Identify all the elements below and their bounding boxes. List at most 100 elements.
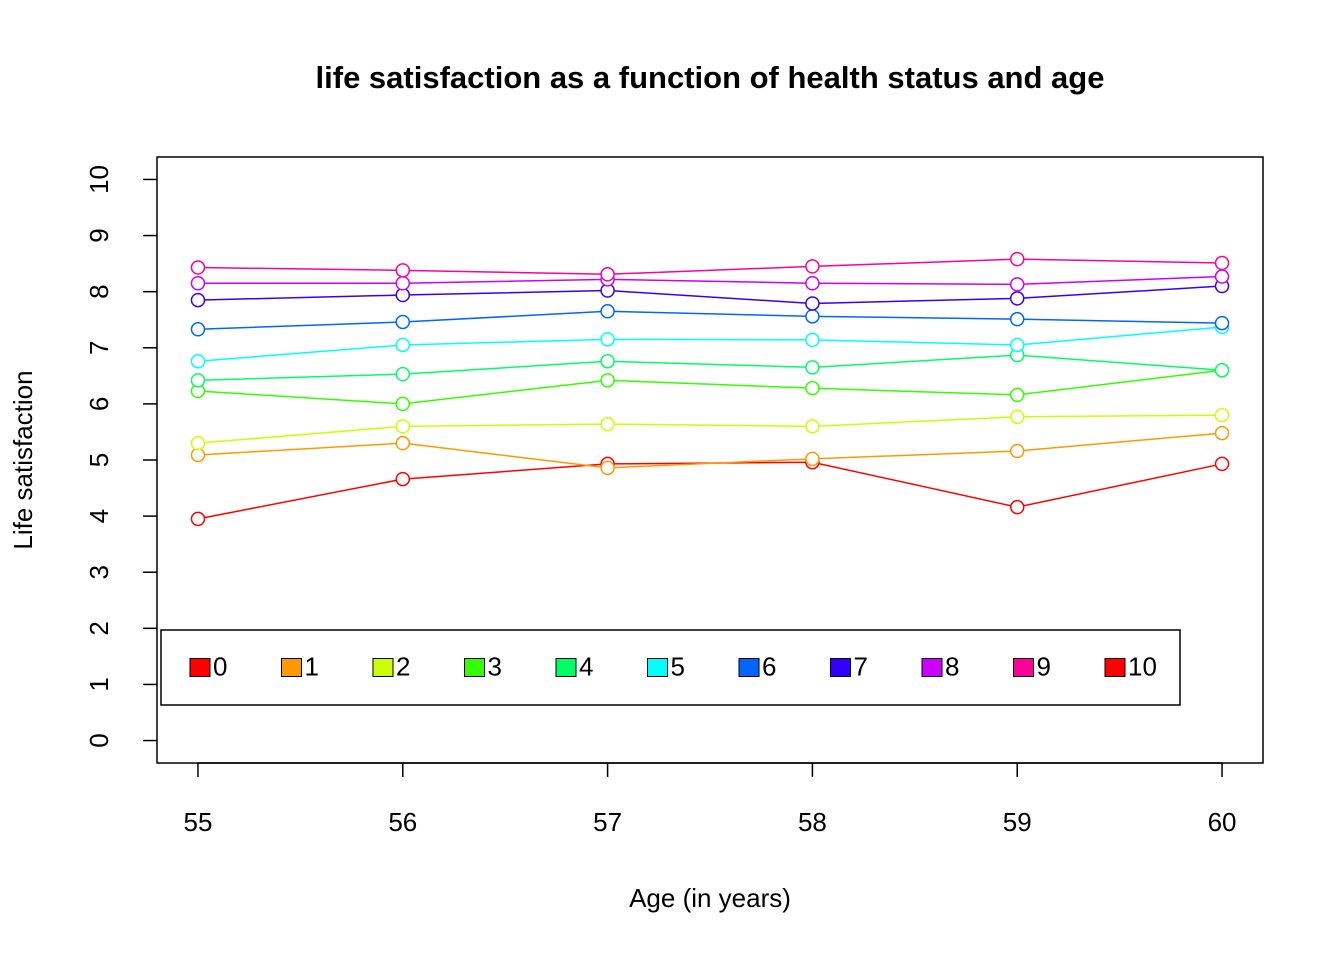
data-point [1009, 499, 1025, 515]
data-point [190, 353, 206, 369]
data-point [1214, 362, 1230, 378]
legend-swatch [372, 658, 394, 677]
data-point [395, 263, 411, 278]
legend-swatch [1104, 658, 1126, 677]
data-point [1214, 255, 1230, 271]
y-tick-label: 2 [84, 621, 114, 635]
y-tick-label: 6 [84, 397, 114, 411]
data-point [1009, 251, 1025, 267]
data-point [1214, 315, 1230, 331]
data-point [395, 435, 411, 451]
y-tick-label: 4 [84, 509, 114, 523]
legend-swatch [189, 658, 211, 677]
series-line [197, 285, 1223, 305]
legend-swatch [647, 658, 668, 677]
legend-box [160, 629, 1181, 706]
x-tick-label: 60 [1208, 807, 1237, 837]
series-line [197, 326, 1223, 362]
series-line [197, 369, 1223, 405]
y-tick-label: 1 [84, 677, 114, 691]
series-line [197, 310, 1223, 331]
series-line [197, 258, 1223, 276]
legend-swatch [1013, 658, 1034, 677]
data-point [190, 511, 206, 527]
legend-label: 4 [579, 651, 593, 681]
series-line [197, 432, 1223, 469]
data-point [190, 435, 206, 451]
data-point [395, 337, 411, 353]
y-axis-label: Life satisfaction [8, 370, 38, 549]
data-point [190, 373, 206, 388]
legend-label: 0 [213, 651, 227, 681]
data-point [805, 259, 820, 274]
data-point [1214, 269, 1230, 284]
series-line [197, 414, 1223, 444]
data-point [395, 419, 411, 434]
x-tick-label: 59 [1003, 807, 1032, 837]
data-point [600, 267, 615, 282]
data-point [1009, 443, 1025, 459]
legend-label: 6 [762, 651, 776, 681]
legend-label: 7 [854, 651, 868, 681]
data-point [190, 322, 206, 337]
data-point [395, 276, 411, 291]
legend-label: 1 [305, 651, 319, 681]
data-point [1214, 456, 1230, 472]
legend-swatch [830, 658, 851, 677]
legend-label: 10 [1128, 651, 1157, 681]
data-point [600, 304, 615, 319]
y-tick-label: 10 [84, 165, 114, 194]
y-tick-label: 9 [84, 228, 114, 242]
data-point [190, 276, 206, 291]
data-point [805, 360, 820, 375]
chart-title: life satisfaction as a function of healt… [316, 60, 1105, 95]
legend-swatch [281, 658, 302, 677]
y-tick-label: 8 [84, 284, 114, 298]
legend-swatch [555, 658, 577, 677]
data-point [805, 451, 820, 467]
series-line [197, 275, 1223, 286]
legend-swatch [921, 658, 943, 677]
legend-swatch [738, 658, 760, 677]
series-line [197, 354, 1223, 382]
data-point [395, 366, 411, 382]
data-point [805, 419, 820, 434]
data-point [1214, 407, 1230, 423]
data-point [600, 416, 615, 432]
x-tick-label: 58 [798, 807, 827, 837]
legend-label: 3 [488, 651, 502, 681]
data-point [1009, 409, 1025, 425]
data-point [600, 353, 615, 369]
legend-swatch [464, 658, 485, 677]
x-axis-label: Age (in years) [629, 883, 791, 913]
data-point [805, 332, 820, 348]
data-point [395, 396, 411, 412]
data-point [600, 373, 615, 388]
x-tick-label: 55 [184, 807, 213, 837]
legend-label: 9 [1037, 651, 1051, 681]
data-point [805, 309, 820, 324]
y-tick-label: 3 [84, 565, 114, 579]
data-point [600, 332, 615, 347]
x-tick-label: 57 [593, 807, 622, 837]
data-point [1009, 291, 1025, 306]
data-point [395, 314, 411, 330]
y-tick-label: 5 [84, 453, 114, 467]
y-tick-label: 7 [84, 341, 114, 355]
y-tick-label: 0 [84, 733, 114, 747]
data-point [805, 276, 820, 291]
data-point [1009, 277, 1025, 292]
data-point [1009, 311, 1025, 327]
data-point [1009, 337, 1025, 353]
data-point [395, 471, 411, 487]
data-point [600, 460, 615, 476]
data-point [190, 260, 206, 275]
data-point [190, 292, 206, 308]
legend-label: 5 [671, 651, 685, 681]
legend-label: 8 [945, 651, 959, 681]
data-point [1009, 387, 1025, 403]
data-point [805, 296, 820, 311]
legend-label: 2 [396, 651, 410, 681]
x-tick-label: 56 [388, 807, 417, 837]
